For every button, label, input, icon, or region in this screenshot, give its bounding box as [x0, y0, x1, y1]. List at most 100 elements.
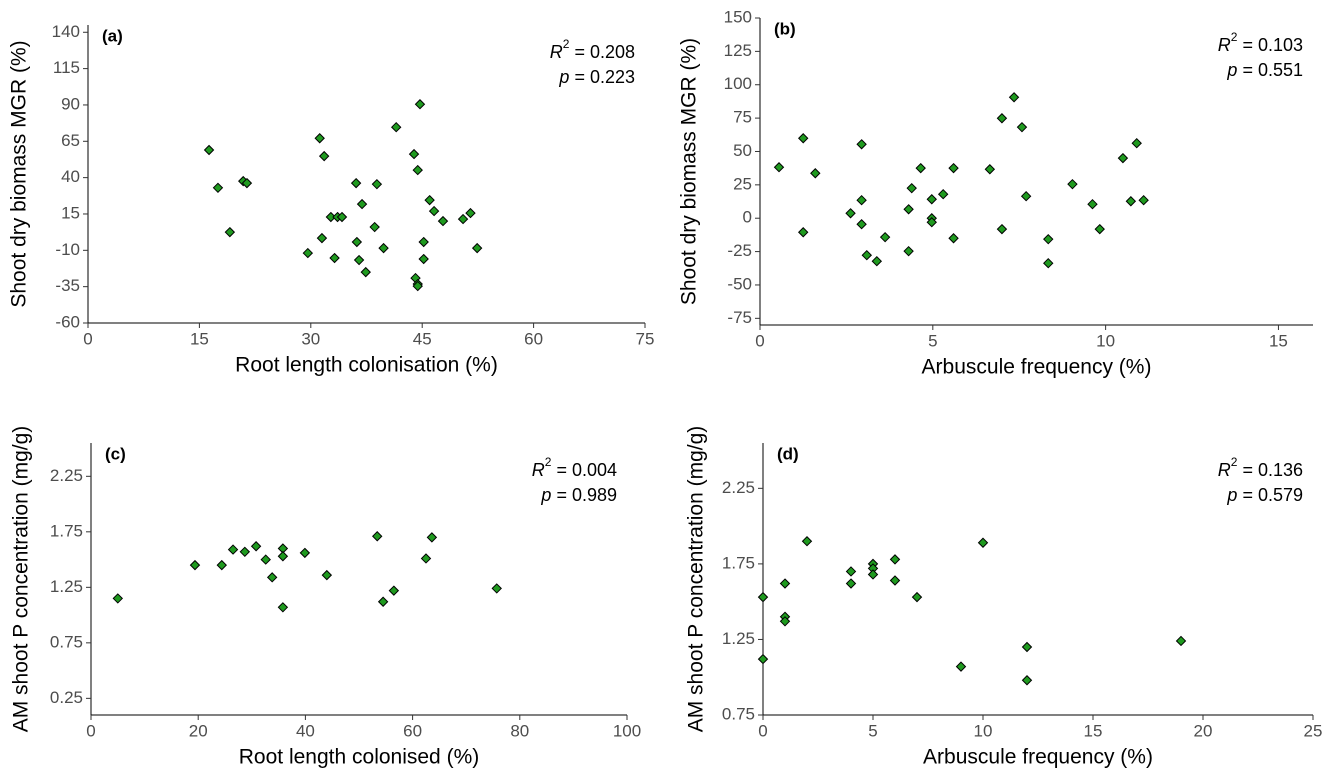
data-point	[250, 541, 262, 552]
y-axis-title: AM shoot P concentration (mg/g)	[10, 426, 33, 733]
data-point	[189, 559, 201, 571]
y-tick-label: 0.25	[50, 688, 83, 707]
r-exponent: 2	[1231, 30, 1238, 44]
x-axis-title: Root length colonised (%)	[239, 746, 479, 769]
data-point	[937, 188, 949, 200]
r-exponent: 2	[1231, 455, 1238, 469]
data-point	[903, 245, 914, 257]
x-tick-label: 15	[1269, 331, 1288, 350]
data-point	[1043, 257, 1054, 269]
data-point	[856, 194, 867, 206]
data-point	[471, 242, 483, 254]
data-point	[465, 207, 476, 219]
y-tick-label: 40	[61, 167, 80, 186]
y-tick-label: -50	[727, 274, 752, 293]
x-tick-label: 80	[510, 721, 529, 740]
y-tick-label: -35	[55, 276, 80, 295]
data-point	[372, 531, 383, 542]
y-axis-title: Shoot dry biomass MGR (%)	[8, 40, 31, 307]
data-point	[948, 162, 959, 174]
data-point	[1117, 152, 1129, 164]
data-point	[408, 148, 420, 160]
y-tick-label: 0.75	[50, 632, 83, 651]
r-squared: R2 = 0.103	[1218, 30, 1303, 55]
data-point	[906, 182, 917, 194]
x-tick-label: 15	[1084, 721, 1103, 740]
data-point	[388, 585, 400, 596]
data-point	[277, 602, 289, 613]
data-point	[1016, 121, 1028, 133]
data-point	[216, 559, 227, 571]
data-point	[903, 204, 914, 215]
data-point	[779, 578, 791, 589]
x-tick-label: 5	[868, 721, 877, 740]
panel-label: (a)	[102, 26, 123, 45]
data-point	[424, 194, 435, 206]
data-point	[996, 223, 1008, 235]
data-point	[1138, 194, 1149, 206]
y-tick-label: 2.25	[722, 478, 755, 497]
x-tick-label: 20	[1194, 721, 1213, 740]
x-tick-label: 10	[1096, 331, 1115, 350]
p-value: p = 0.579	[1226, 485, 1303, 505]
p-value: p = 0.223	[558, 67, 635, 87]
y-axis-title: AM shoot P concentration (mg/g)	[685, 426, 708, 733]
y-tick-label: 1.75	[50, 521, 83, 540]
data-point	[277, 551, 289, 562]
data-point	[856, 219, 867, 230]
data-point	[879, 231, 891, 243]
x-tick-label: 30	[301, 329, 320, 348]
y-tick-label: 1.25	[722, 629, 755, 648]
data-point	[1175, 635, 1187, 647]
y-tick-label: -60	[55, 312, 80, 331]
y-axis-title: Shoot dry biomass MGR (%)	[678, 38, 701, 305]
y-tick-label: 75	[733, 108, 752, 127]
y-tick-label: -10	[55, 240, 80, 259]
data-point	[779, 616, 791, 627]
data-point	[926, 217, 937, 228]
data-point	[112, 593, 124, 604]
p-text: = 0.551	[1242, 60, 1303, 80]
data-point	[412, 280, 423, 292]
data-point	[241, 177, 253, 189]
data-point	[757, 653, 769, 665]
y-tick-label: 100	[724, 74, 752, 93]
data-point	[1125, 196, 1137, 207]
data-point	[227, 544, 239, 555]
data-point	[926, 194, 937, 205]
data-point	[336, 211, 348, 223]
data-point	[302, 247, 314, 259]
r-exponent: 2	[545, 455, 552, 469]
x-tick-label: 10	[974, 721, 993, 740]
data-point	[1008, 92, 1020, 103]
y-tick-label: 115	[53, 58, 80, 77]
data-point	[260, 554, 271, 565]
data-point	[420, 553, 432, 564]
r-squared: R2 = 0.004	[532, 455, 617, 480]
y-tick-label: 15	[61, 203, 80, 222]
data-point	[984, 164, 996, 175]
panel-label: (b)	[774, 19, 796, 38]
data-point	[1020, 190, 1032, 202]
panel-label: (c)	[105, 444, 126, 463]
data-point	[1021, 641, 1033, 653]
p-value: p = 0.551	[1226, 60, 1303, 80]
p-value: p = 0.989	[540, 485, 617, 505]
y-tick-label: 25	[733, 174, 752, 193]
data-point	[845, 566, 857, 577]
r-symbol: R	[1218, 460, 1231, 480]
y-tick-label: 50	[733, 141, 752, 160]
data-point	[418, 253, 429, 265]
x-tick-label: 0	[86, 721, 95, 740]
p-text: = 0.579	[1242, 485, 1303, 505]
data-point	[871, 255, 883, 267]
data-point	[360, 266, 371, 278]
data-point	[457, 213, 469, 225]
r-text: = 0.136	[1242, 460, 1303, 480]
x-tick-label: 0	[758, 721, 767, 740]
x-tick-label: 15	[190, 329, 209, 348]
r-squared: R2 = 0.208	[550, 37, 635, 62]
data-point	[801, 536, 813, 547]
y-tick-label: 140	[52, 22, 80, 41]
